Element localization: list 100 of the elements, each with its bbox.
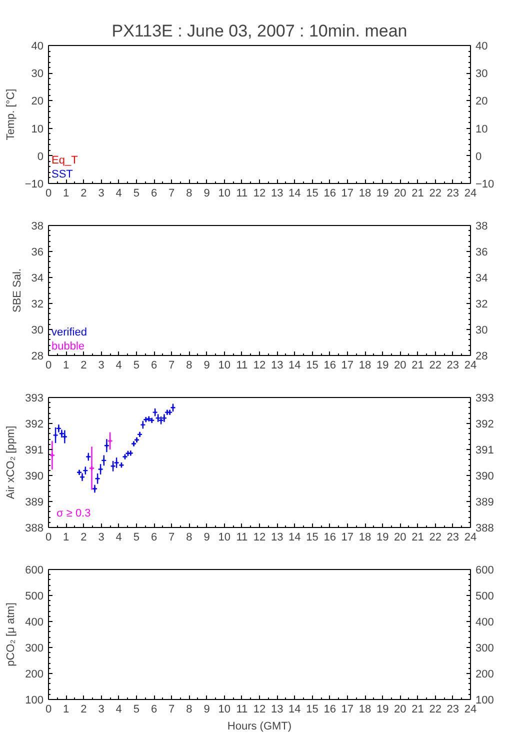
x-tick-label: 11 [236, 360, 248, 372]
y2-tick-label: 100 [476, 694, 494, 706]
x-tick-label: 10 [218, 360, 230, 372]
x-tick-label: 21 [412, 704, 424, 716]
x-tick-label: 22 [429, 532, 442, 544]
x-tick-label: 21 [412, 360, 424, 372]
x-tick-label: 22 [429, 360, 442, 372]
y-tick-label: 393 [25, 392, 44, 404]
x-tick-label: 7 [168, 360, 175, 372]
annotation: bubble [52, 340, 85, 352]
x-tick-label: 2 [80, 360, 87, 372]
x-tick-label: 24 [464, 532, 477, 544]
y2-tick-label: 32 [476, 298, 488, 310]
x-tick-label: 9 [204, 188, 210, 200]
x-tick-label: 8 [186, 704, 192, 716]
x-tick-label: 12 [253, 188, 266, 200]
x-tick-label: 24 [464, 704, 477, 716]
x-tick-label: 14 [288, 532, 301, 544]
y2-tick-label: 28 [476, 350, 488, 362]
y-tick-label: 600 [25, 564, 44, 576]
x-tick-label: 4 [116, 188, 122, 200]
x-tick-label: 1 [63, 532, 70, 544]
y-tick-label: 10 [31, 123, 44, 136]
x-tick-label: 1 [63, 704, 70, 716]
y2-tick-label: 500 [476, 590, 494, 602]
y-tick-label: −10 [24, 178, 44, 190]
x-tick-label: 14 [288, 704, 301, 716]
chart-title: PX113E : June 03, 2007 : 10min. mean [112, 22, 408, 40]
y2-tick-label: 200 [476, 668, 494, 680]
x-tick-label: 19 [376, 704, 389, 716]
y-tick-label: 30 [31, 68, 44, 80]
y2-tick-label: 10 [476, 123, 488, 136]
x-tick-label: 24 [464, 360, 477, 372]
y-tick-label: 30 [31, 324, 44, 336]
x-tick-label: 22 [429, 188, 442, 200]
x-tick-label: 16 [324, 188, 336, 200]
x-tick-label: 11 [236, 188, 248, 200]
x-tick-label: 6 [150, 532, 158, 544]
x-tick-label: 2 [80, 188, 87, 200]
x-tick-label: 3 [98, 704, 104, 716]
x-axis-title: Hours (GMT) [227, 720, 292, 732]
x-tick-label: 18 [358, 188, 372, 200]
y2-tick-label: 388 [476, 522, 494, 534]
x-tick-label: 12 [253, 704, 266, 716]
x-tick-label: 7 [168, 532, 175, 544]
x-tick-label: 4 [116, 704, 122, 716]
x-tick-label: 17 [341, 188, 354, 200]
x-tick-label: 10 [218, 704, 230, 716]
x-tick-label: 10 [218, 188, 230, 200]
x-tick-label: 12 [253, 360, 266, 372]
x-tick-label: 0 [45, 188, 52, 200]
x-tick-label: 4 [116, 360, 122, 372]
x-tick-label: 16 [324, 532, 336, 544]
y-tick-label: 34 [31, 272, 44, 284]
y-axis-title: Temp. [°C] [4, 88, 17, 140]
x-tick-label: 16 [324, 360, 336, 372]
x-tick-label: 10 [218, 532, 230, 544]
x-tick-label: 17 [341, 704, 354, 716]
x-tick-label: 8 [186, 532, 192, 544]
x-tick-label: 11 [236, 704, 248, 716]
annotation: SST [52, 168, 74, 180]
x-tick-label: 7 [168, 704, 175, 716]
y-tick-label: 28 [31, 350, 44, 362]
y2-tick-label: 38 [476, 220, 488, 232]
x-tick-label: 7 [168, 188, 175, 200]
x-tick-label: 6 [150, 188, 158, 200]
x-tick-label: 18 [358, 532, 372, 544]
x-tick-label: 15 [306, 532, 318, 544]
x-tick-label: 2 [80, 532, 87, 544]
y2-tick-label: 30 [476, 324, 488, 336]
y-tick-label: 40 [31, 40, 44, 52]
x-tick-label: 15 [306, 360, 318, 372]
y-tick-label: 32 [31, 298, 44, 310]
y-tick-label: 200 [25, 668, 44, 680]
x-tick-label: 1 [63, 188, 70, 200]
x-tick-label: 13 [270, 360, 284, 372]
y2-tick-label: 0 [476, 150, 482, 163]
x-tick-label: 4 [116, 532, 122, 544]
x-tick-label: 9 [204, 532, 210, 544]
y-tick-label: 0 [37, 150, 44, 163]
y2-tick-label: 600 [476, 564, 494, 576]
x-tick-label: 9 [204, 360, 210, 372]
y2-tick-label: 390 [476, 470, 494, 482]
x-tick-label: 20 [394, 360, 406, 372]
annotation: verified [52, 326, 87, 338]
y-tick-label: 38 [31, 220, 44, 232]
y-tick-label: 389 [25, 496, 44, 508]
x-tick-label: 15 [306, 188, 318, 200]
x-tick-label: 23 [446, 704, 460, 716]
y2-tick-label: 389 [476, 496, 494, 508]
y2-tick-label: 400 [476, 616, 494, 628]
y-tick-label: 391 [25, 444, 44, 456]
y2-tick-label: 20 [476, 96, 488, 108]
x-tick-label: 5 [133, 360, 140, 372]
y2-tick-label: 36 [476, 246, 488, 258]
y2-tick-label: −10 [476, 178, 494, 190]
x-tick-label: 19 [376, 360, 389, 372]
x-tick-label: 0 [45, 704, 52, 716]
x-tick-label: 0 [45, 532, 52, 544]
x-tick-label: 15 [306, 704, 318, 716]
